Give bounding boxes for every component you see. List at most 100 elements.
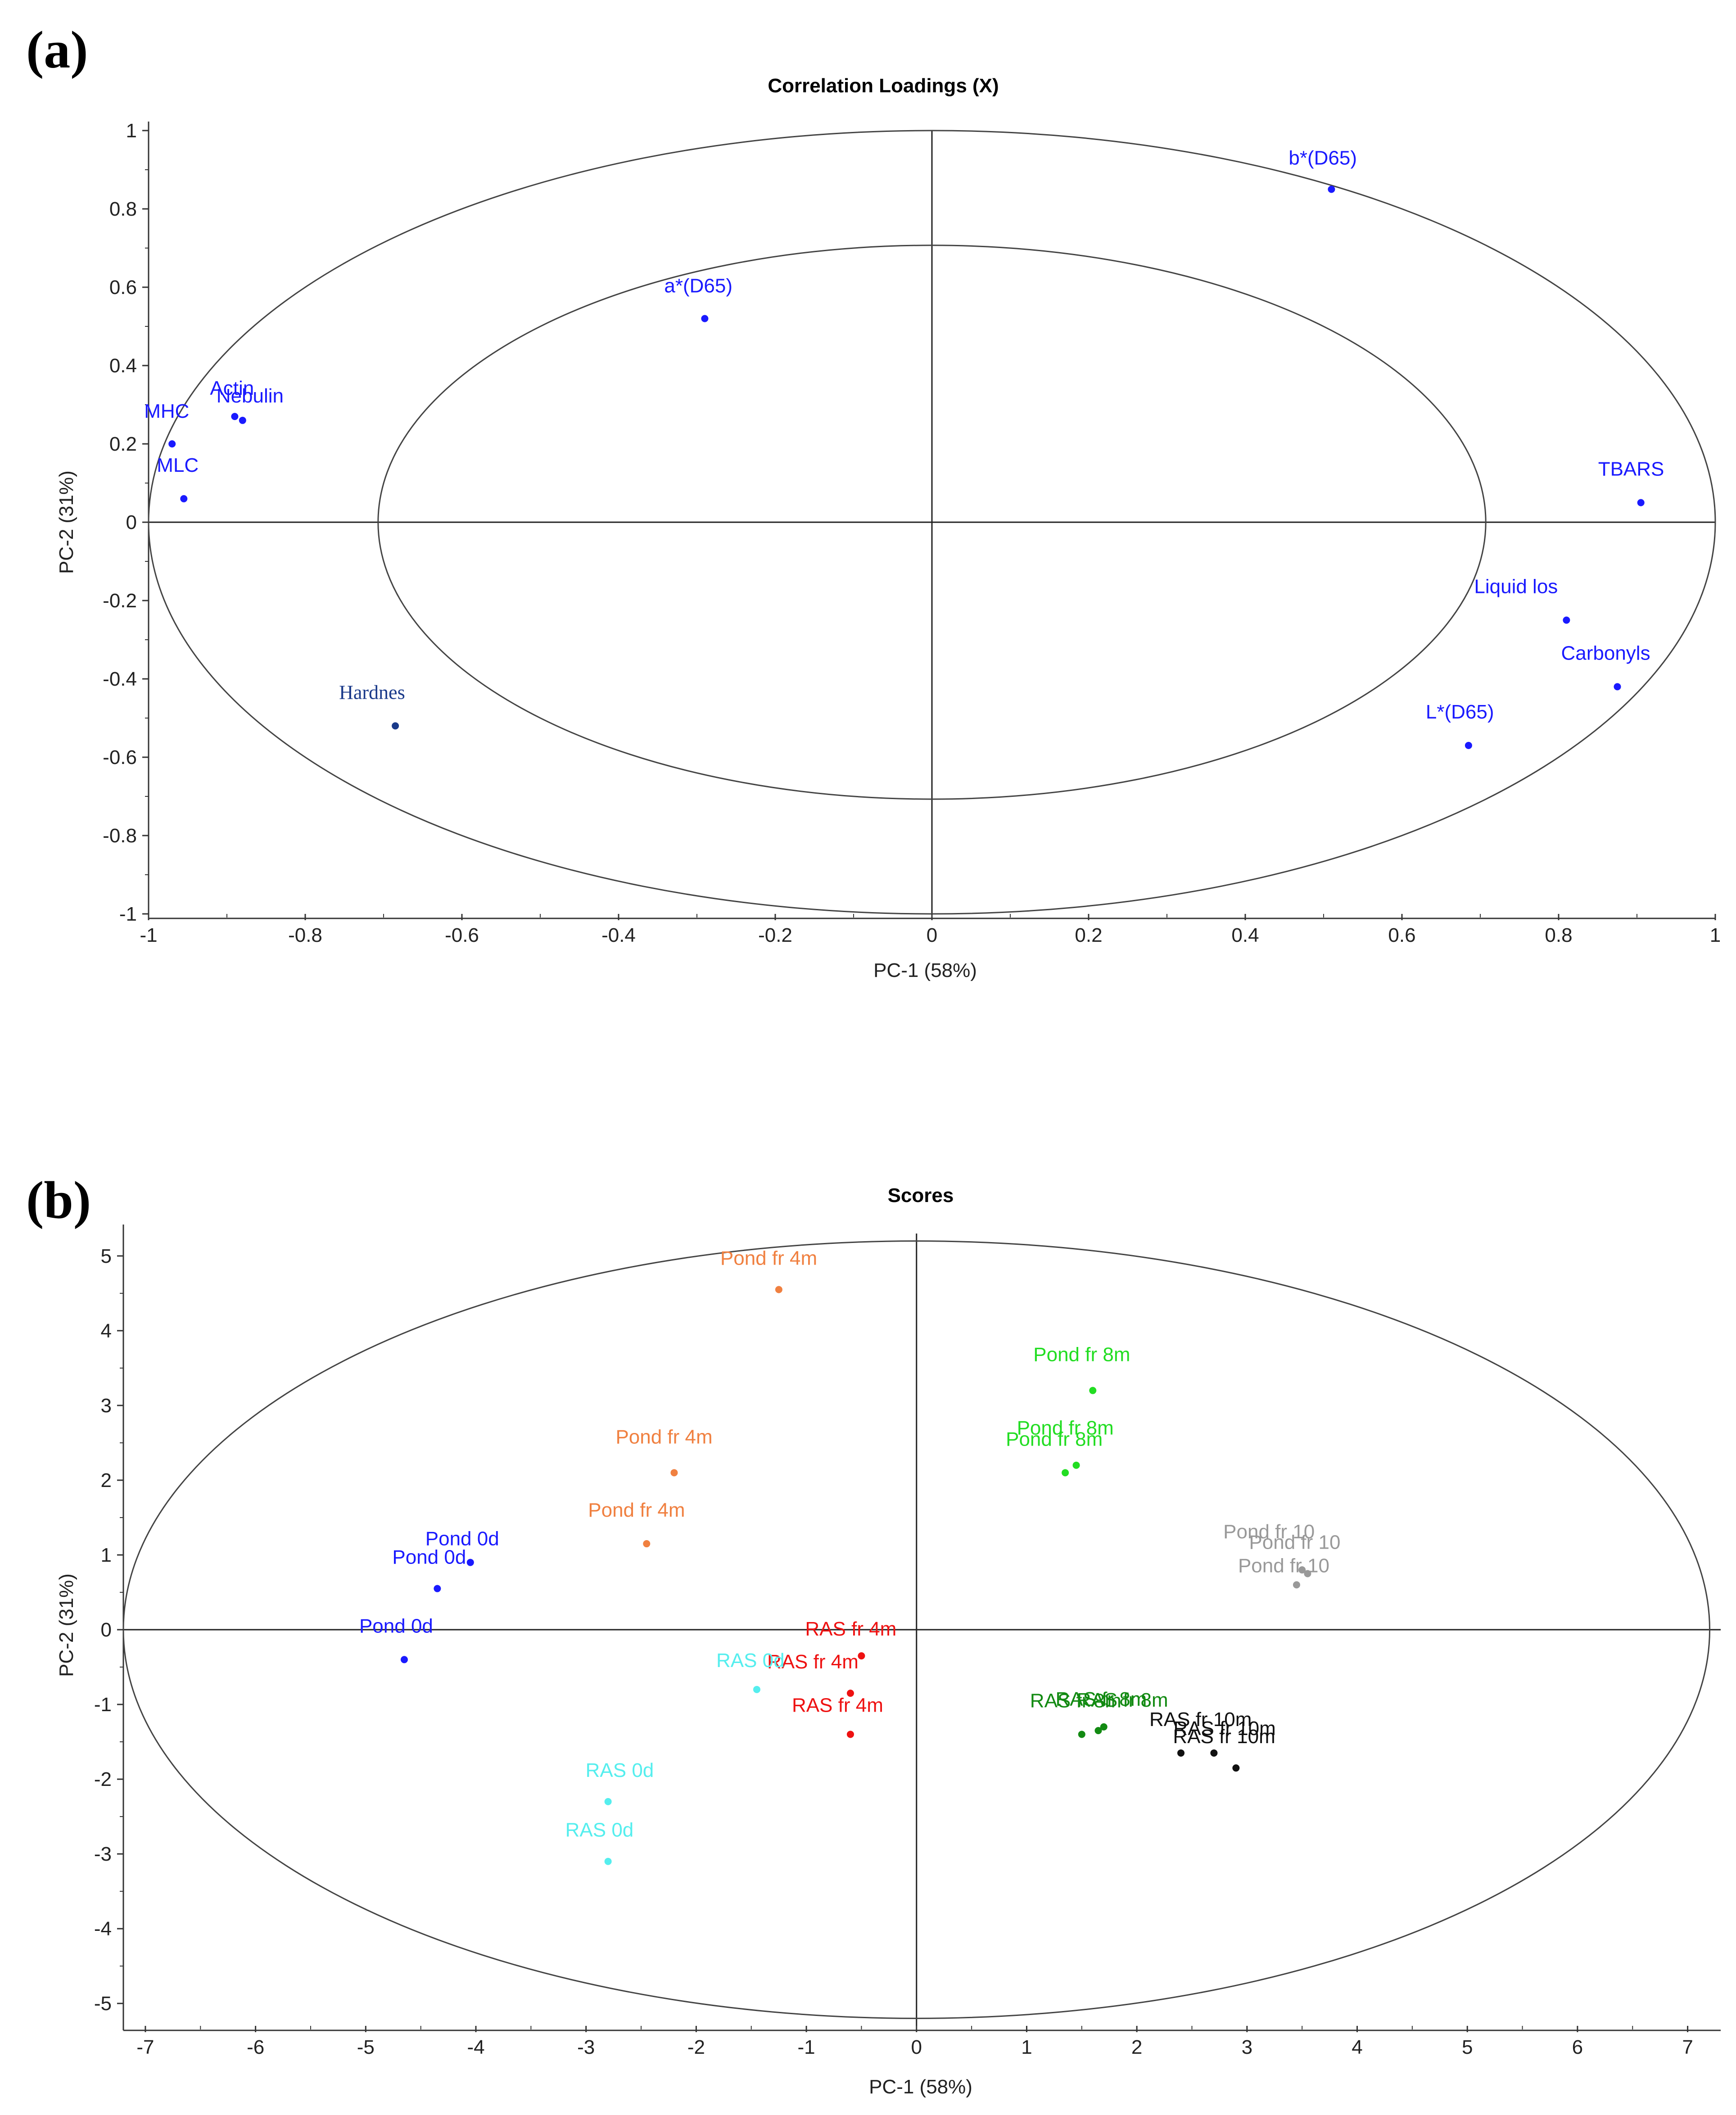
panel-a-point-label: Liquid los [1474, 576, 1558, 598]
panel-b-data-point [1177, 1749, 1185, 1757]
panel-b-x-tick-label: 1 [1021, 2036, 1032, 2058]
panel-b-y-tick-label: 0 [101, 1619, 112, 1641]
panel-a-point-label: Carbonyls [1561, 642, 1650, 664]
panel-b-x-tick-label: 5 [1462, 2036, 1473, 2058]
panel-b-x-tick-label: -4 [467, 2036, 484, 2058]
panel-b-data-point [670, 1469, 678, 1477]
panel-a-title: Correlation Loadings (X) [768, 75, 999, 97]
panel-b-point-label: Pond fr 4m [615, 1426, 712, 1448]
panel-b-data-point [1094, 1727, 1102, 1735]
panel-a-ellipse-1 [377, 244, 1487, 800]
panel-b-x-tick-label: -5 [357, 2036, 375, 2058]
panel-b-x-tick-label: -3 [577, 2036, 595, 2058]
panel-a-y-tick-label: 0.2 [109, 433, 137, 455]
panel-b-data-point [1089, 1387, 1097, 1394]
panel-b-point-label: RAS fr 8m [1030, 1690, 1121, 1712]
panel-a-label: (a) [26, 20, 88, 79]
panel-a-point-label: b*(D65) [1288, 147, 1357, 169]
panel-b-y-tick-label: 5 [101, 1245, 112, 1267]
panel-a-data-point [392, 722, 399, 730]
panel-a-y-tick-label: 0 [126, 511, 137, 533]
panel-b-data-point [846, 1690, 854, 1697]
panel-a-x-tick-label: -0.4 [601, 924, 636, 946]
panel-b-x-tick-label: 0 [911, 2036, 922, 2058]
panel-a-y-tick-label: -0.6 [103, 746, 137, 768]
panel-b-data-point [846, 1731, 854, 1738]
panel-a-x-tick-label: -0.6 [445, 924, 479, 946]
panel-b-data-point [1062, 1469, 1069, 1477]
panel-a-point-label: L*(D65) [1426, 701, 1494, 723]
panel-a-y-tick-label: -0.8 [103, 825, 137, 847]
panel-a-data-point [1465, 741, 1472, 749]
panel-b-x-tick-label: 6 [1572, 2036, 1583, 2058]
panel-a-data-point [1563, 616, 1570, 624]
panel-a-y-tick-label: 0.8 [109, 198, 137, 220]
panel-b-point-label: Pond fr 4m [720, 1247, 817, 1270]
panel-b-point-label: RAS 0d [586, 1759, 654, 1781]
panel-b-x-tick-label: -6 [247, 2036, 264, 2058]
panel-b-point-label: RAS fr 10m [1173, 1717, 1275, 1740]
panel-b-y-tick-label: -5 [94, 1993, 112, 2015]
panel-b-x-tick-label: -7 [136, 2036, 154, 2058]
panel-a-data-point [1328, 185, 1335, 193]
panel-a-point-label: MLC [157, 454, 199, 476]
panel-a-data-point [701, 315, 709, 322]
panel-b-y-tick-label: -2 [94, 1768, 112, 1790]
panel-b-x-tick-label: -1 [798, 2036, 815, 2058]
panel-b-point-label: Pond fr 10 [1249, 1531, 1340, 1553]
panel-b-point-label: RAS 0d [716, 1650, 785, 1672]
panel-b-point-label: Pond fr 10 [1223, 1521, 1315, 1543]
panel-b-point-label: Pond 0d [425, 1528, 499, 1550]
panel-a-x-tick-label: 0 [927, 924, 937, 946]
panel-b-title: Scores [888, 1184, 954, 1207]
panel-a-point-label: TBARS [1598, 458, 1664, 480]
panel-a-data-point [168, 440, 176, 447]
panel-b-data-point [1210, 1749, 1218, 1757]
panel-a-data-point [1614, 683, 1621, 691]
panel-b-point-label: Pond fr 10 [1238, 1555, 1329, 1577]
panel-a-data-point [231, 413, 239, 420]
panel-b-data-point [466, 1559, 474, 1566]
panel-b-y-tick-label: 1 [101, 1544, 112, 1566]
panel-a-point-label: MHC [144, 400, 189, 422]
panel-b-point-label: Pond fr 4m [588, 1499, 685, 1521]
panel-b-y-tick-label: -1 [94, 1694, 112, 1716]
panel-b-data-point [1232, 1764, 1240, 1772]
panel-a-point-label: Hardnes [339, 681, 405, 703]
panel-b-x-tick-label: 3 [1242, 2036, 1252, 2058]
panel-b-points: Pond fr 4m Pond fr 4m Pond fr 4m Pond fr 8m… [359, 1247, 1340, 1865]
panel-a-point-label: Actin [210, 377, 254, 399]
panel-a-x-axis-label: PC-1 (58%) [873, 959, 977, 981]
panel-b-x-tick-label: 4 [1352, 2036, 1362, 2058]
panel-b-point-label: RAS fr 4m [805, 1618, 896, 1640]
panel-a-point-label: a*(D65) [664, 275, 732, 297]
panel-b-point-label: Pond fr 8m [1017, 1417, 1114, 1439]
panel-b-data-point [858, 1652, 865, 1660]
panel-a-x-tick-label: -0.8 [288, 924, 322, 946]
panel-b-data-point [1293, 1581, 1300, 1589]
panel-b-x-tick-label: -2 [687, 2036, 705, 2058]
panel-a-x-tick-label: 0.8 [1545, 924, 1572, 946]
panel-b-y-tick-label: -4 [94, 1918, 112, 1940]
panel-b-y-tick-label: 4 [101, 1320, 112, 1342]
panel-a-y-tick-label: -1 [119, 903, 137, 925]
panel-b-gridlines [123, 1234, 1721, 2026]
panel-b-data-point [434, 1585, 441, 1592]
panel-a: (a) Correlation Loadings (X) -1 -0.8 -0.6 -… [26, 20, 1721, 981]
panel-a-x-ticks: -1 -0.8 -0.6 -0.4 -0.2 0 0.2 0.4 0.6 0.8 1 [140, 914, 1721, 946]
panel-b-x-tick-label: 7 [1682, 2036, 1693, 2058]
panel-b-y-ticks: -5 -4 -3 -2 -1 0 1 2 3 4 5 [94, 1245, 123, 2015]
panel-b-point-label: Pond fr 8m [1033, 1344, 1130, 1366]
panel-b-data-point [1078, 1731, 1085, 1738]
panel-a-y-tick-label: 0.4 [109, 355, 137, 377]
panel-b-point-label: Pond 0d [392, 1546, 466, 1568]
panel-a-y-tick-label: -0.2 [103, 590, 137, 612]
panel-b-y-tick-label: 3 [101, 1395, 112, 1417]
panel-b-label: (b) [26, 1170, 91, 1229]
panel-b-point-label: RAS fr 4m [792, 1694, 883, 1716]
panel-a-y-tick-label: 1 [126, 120, 137, 142]
panel-b-x-ticks: -7 -6 -5 -4 -3 -2 -1 0 1 2 3 4 5 6 7 [136, 2026, 1693, 2058]
